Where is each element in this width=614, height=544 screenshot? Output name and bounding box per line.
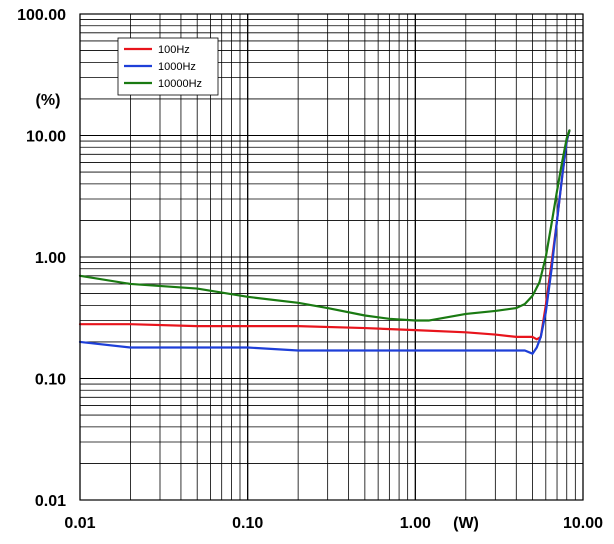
x-axis-unit: (W) bbox=[453, 515, 479, 532]
y-tick-label: 10.00 bbox=[26, 129, 66, 146]
plot-frame bbox=[79, 13, 584, 501]
y-tick-label: 100.00 bbox=[17, 7, 66, 24]
x-tick-label: 0.01 bbox=[64, 515, 95, 532]
x-tick-label: 10.00 bbox=[563, 515, 603, 532]
legend-label: 1000Hz bbox=[158, 61, 196, 73]
x-tick-labels: 0.01 0.10 1.00 10.00 bbox=[64, 515, 603, 532]
y-axis-unit: (%) bbox=[36, 92, 61, 109]
legend-label: 10000Hz bbox=[158, 78, 202, 90]
series-lines bbox=[78, 129, 571, 355]
legend-label: 100Hz bbox=[158, 44, 190, 56]
y-tick-labels: 0.01 0.10 1.00 10.00 100.00 bbox=[17, 7, 66, 510]
legend: 100Hz 1000Hz 10000Hz bbox=[117, 37, 219, 96]
y-tick-label: 1.00 bbox=[35, 250, 66, 267]
series-line-10000Hz bbox=[78, 129, 571, 322]
x-tick-label: 1.00 bbox=[400, 515, 431, 532]
x-tick-label: 0.10 bbox=[232, 515, 263, 532]
y-tick-label: 0.01 bbox=[35, 493, 66, 510]
series-line-1000Hz bbox=[78, 129, 571, 355]
y-tick-label: 0.10 bbox=[35, 372, 66, 389]
